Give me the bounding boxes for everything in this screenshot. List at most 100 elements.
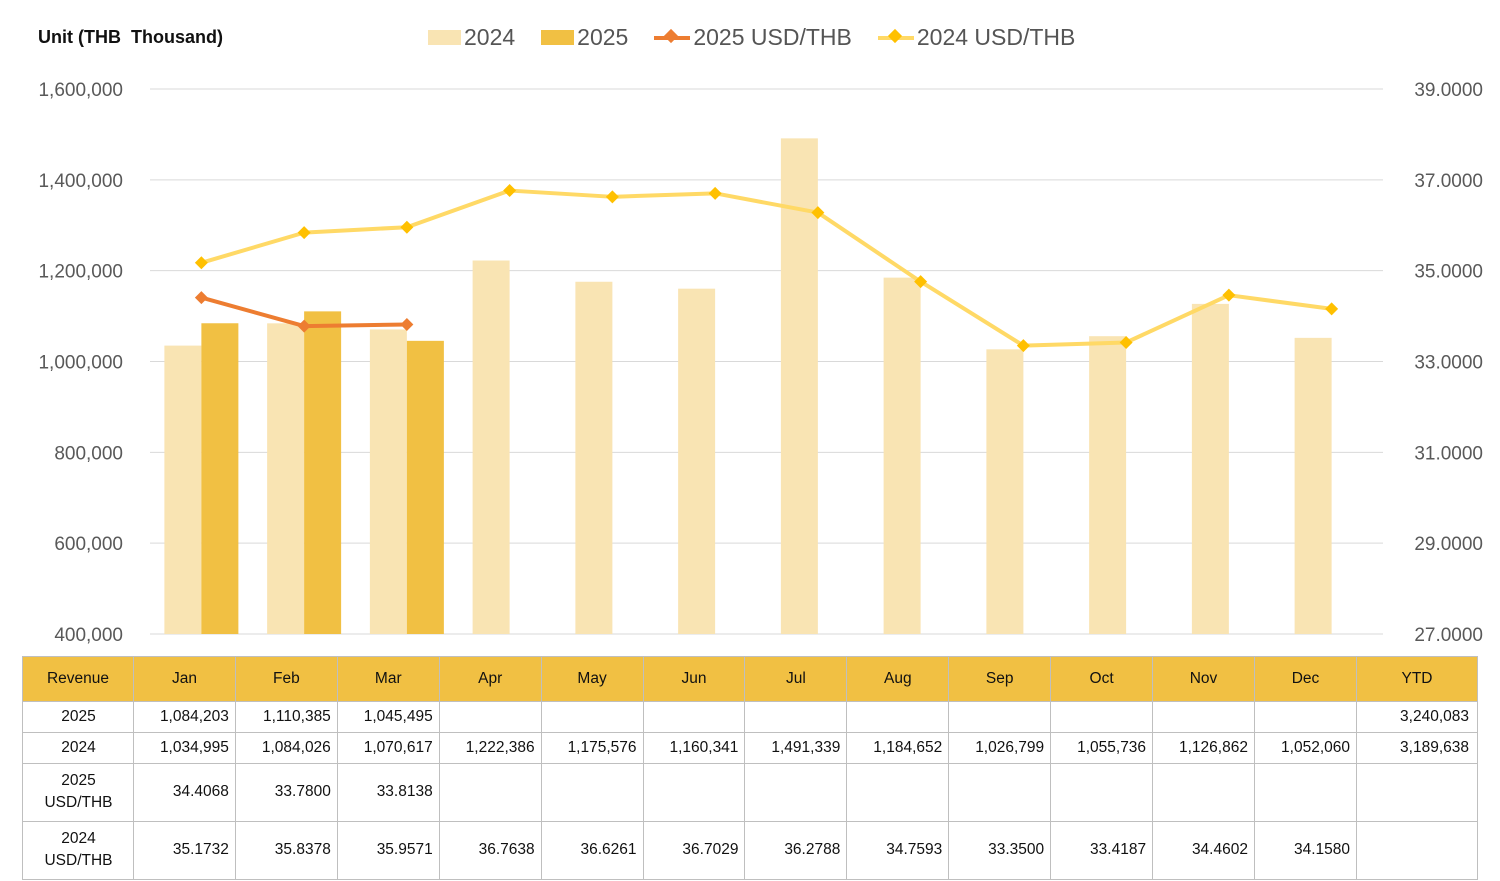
bar-2024-mar: [369, 329, 407, 634]
bar-2024-jun: [678, 288, 716, 634]
y-left-tick-label: 800,000: [54, 443, 123, 464]
table-row-label-part: USD/THB: [44, 852, 113, 870]
unit-label: Unit (THB Thousand): [38, 27, 223, 47]
table-header-cell: Jun: [642, 656, 746, 702]
revenue-data-table: Revenue Jan Feb Mar Apr May Jun Jul Aug Sep Oct Nov…: [22, 656, 1478, 881]
table-row-label-part: 2025: [61, 707, 96, 725]
y-right-tick-label: 39.0000: [1414, 80, 1483, 101]
table-header-cell: Dec: [1253, 656, 1358, 702]
table-row-label-part: 2024: [61, 830, 96, 848]
table-cell: 1,160,341: [642, 731, 746, 764]
marker-2025-usd-thb-jan: [194, 291, 208, 305]
table-header-cell: YTD: [1356, 656, 1478, 702]
table-cell: 1,084,026: [234, 731, 338, 764]
table-cell: 33.3500: [948, 820, 1052, 881]
table-header-cell: Jul: [744, 656, 848, 702]
legend-item-2024-bar: 2024: [428, 24, 515, 51]
legend-item-2024-usd-thb: 2024 USD/THB: [877, 24, 1076, 51]
table-cell: 3,189,638: [1356, 731, 1478, 764]
legend-item-2025-bar: 2025: [541, 24, 628, 51]
table-header-cell: Aug: [846, 656, 950, 702]
table-cell: 3,240,083: [1356, 701, 1478, 733]
line-2024-usd-thb: [199, 188, 1334, 348]
table-header-row: Revenue Jan Feb Mar Apr May Jun Jul Aug Sep Oct Nov…: [22, 656, 1478, 702]
table-cell: 1,026,799: [948, 731, 1052, 764]
y-right-tick-label: 29.0000: [1414, 534, 1483, 555]
legend-label-2024-usd-thb: 2024 USD/THB: [916, 24, 1076, 50]
y-left-tick-label: 1,600,000: [38, 80, 123, 101]
table-cell: [1253, 701, 1358, 733]
marker-2024-usd-thb-sep: [1016, 339, 1030, 353]
table-cell: 33.8138: [336, 762, 440, 822]
table-cell: 1,045,495: [336, 701, 440, 733]
table-cell: [948, 762, 1052, 822]
bar-2024-aug: [883, 277, 921, 634]
table-cell: 1,175,576: [540, 731, 644, 764]
table-row-label-part: 2025: [61, 772, 96, 790]
table-cell: [1253, 762, 1358, 822]
table-cell: [438, 701, 542, 733]
table-cell: 1,084,203: [133, 701, 236, 733]
table-cell: 36.6261: [540, 820, 644, 881]
bar-2024-may: [575, 281, 613, 634]
bar-2024-jul: [780, 138, 818, 634]
table-cell: 33.7800: [234, 762, 338, 822]
table-cell: 36.2788: [744, 820, 848, 881]
bar-2024-dec: [1294, 337, 1332, 634]
table-cell: 1,222,386: [438, 731, 542, 764]
table-cell: [948, 701, 1052, 733]
table-cell: 34.4068: [133, 762, 236, 822]
table-header-cell: Revenue: [22, 656, 134, 702]
table-header-cell: Jan: [133, 656, 236, 702]
table-cell: 34.4602: [1152, 820, 1255, 881]
table-cell: 1,184,652: [846, 731, 950, 764]
y-left-tick-label: 1,000,000: [38, 353, 123, 374]
table-cell: 34.1580: [1253, 820, 1358, 881]
marker-2024-usd-thb-aug: [914, 275, 928, 289]
table-cell: 1,052,060: [1253, 731, 1358, 764]
table-cell: [1050, 762, 1154, 822]
table-cell: 35.9571: [336, 820, 440, 881]
marker-2024-usd-thb-feb: [297, 226, 311, 240]
table-row-label: 2025: [22, 701, 134, 733]
table-header-cell: Apr: [438, 656, 542, 702]
table-cell: 36.7638: [438, 820, 542, 881]
bar-2024-apr: [472, 260, 510, 634]
marker-2025-usd-thb-mar: [400, 318, 414, 332]
y-right-tick-label: 33.0000: [1414, 353, 1483, 374]
marker-2024-usd-thb-may: [605, 190, 619, 204]
legend-item-2025-usd-thb: 2025 USD/THB: [654, 24, 852, 51]
chart-legend: 2024 2025 2025 USD/THB 2024 USD/THB: [428, 24, 1101, 51]
table-row-label-part: 2024: [61, 738, 96, 756]
marker-2025-usd-thb-feb: [297, 319, 311, 333]
table-cell: [1356, 820, 1478, 881]
y-left-tick-label: 1,200,000: [38, 262, 123, 283]
legend-label-2025-usd-thb: 2025 USD/THB: [693, 24, 852, 50]
legend-swatch-2024: [428, 30, 461, 45]
y-left-tick-label: 600,000: [54, 534, 123, 555]
table-cell: 1,070,617: [336, 731, 440, 764]
table-row: 2025 USD/THB 34.4068 33.7800 33.8138: [22, 762, 1478, 822]
table-header-cell: May: [540, 656, 644, 702]
table-cell: [1356, 762, 1478, 822]
legend-label-2024: 2024: [464, 24, 516, 50]
y-left-tick-label: 400,000: [54, 625, 123, 646]
bar-2025-jan: [201, 323, 239, 634]
table-cell: 1,110,385: [234, 701, 338, 733]
table-cell: [438, 762, 542, 822]
marker-2024-usd-thb-apr: [503, 184, 517, 198]
table-cell: [540, 762, 644, 822]
table-cell: [642, 762, 746, 822]
marker-2024-usd-thb-jun: [708, 186, 722, 200]
bar-2025-mar: [406, 340, 444, 634]
table-header-cell: Mar: [336, 656, 440, 702]
marker-2024-usd-thb-jan: [194, 256, 208, 270]
table-cell: [744, 701, 848, 733]
table-cell: 1,055,736: [1050, 731, 1154, 764]
bar-2024-feb: [267, 323, 305, 634]
table-cell: [846, 762, 950, 822]
revenue-combo-chart: 400,000 600,000 800,000 1,000,000 1,200,000 1…: [38, 80, 1483, 646]
legend-line-2024-usd-thb: [877, 28, 914, 45]
y-right-tick-label: 31.0000: [1414, 443, 1483, 464]
table-header-cell: Oct: [1050, 656, 1154, 702]
